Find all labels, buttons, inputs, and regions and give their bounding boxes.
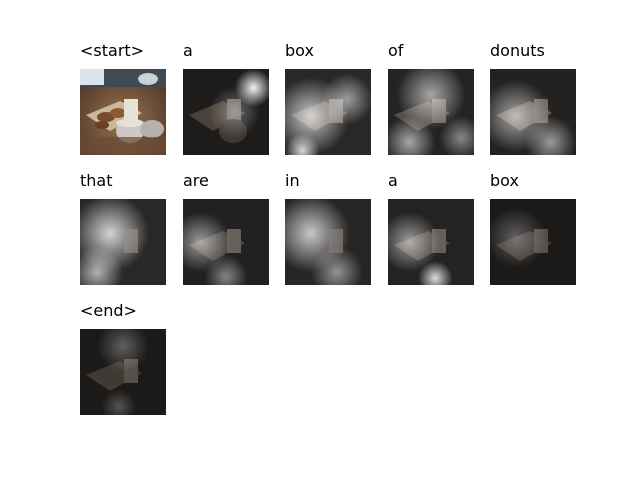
caption-word: box xyxy=(285,41,314,60)
attention-overlay xyxy=(388,199,474,285)
caption-step-8: in xyxy=(285,171,371,291)
attention-overlay xyxy=(80,199,166,285)
caption-word: <end> xyxy=(80,301,137,320)
caption-word: are xyxy=(183,171,209,190)
attention-map xyxy=(285,69,371,155)
caption-step-10: box xyxy=(490,171,576,291)
caption-step-9: a xyxy=(388,171,474,291)
caption-word: in xyxy=(285,171,300,190)
attention-map xyxy=(285,199,371,285)
caption-step-11: <end> xyxy=(80,301,166,421)
attention-overlay xyxy=(490,199,576,285)
photo-thumbnail xyxy=(80,69,166,155)
attention-overlay xyxy=(183,199,269,285)
attention-map xyxy=(388,199,474,285)
attention-overlay xyxy=(285,199,371,285)
caption-word: box xyxy=(490,171,519,190)
attention-overlay xyxy=(285,69,371,155)
caption-step-4: of xyxy=(388,41,474,161)
caption-word: donuts xyxy=(490,41,545,60)
caption-step-7: are xyxy=(183,171,269,291)
attention-overlay xyxy=(80,329,166,415)
attention-map xyxy=(388,69,474,155)
caption-word: a xyxy=(388,171,398,190)
caption-word: a xyxy=(183,41,193,60)
attention-map xyxy=(80,199,166,285)
caption-step-3: box xyxy=(285,41,371,161)
caption-step-6: that xyxy=(80,171,166,291)
attention-map xyxy=(490,199,576,285)
caption-word: of xyxy=(388,41,404,60)
caption-word: <start> xyxy=(80,41,145,60)
caption-step-5: donuts xyxy=(490,41,576,161)
caption-step-1: <start> xyxy=(80,41,166,161)
attention-map xyxy=(183,199,269,285)
attention-overlay xyxy=(388,69,474,155)
attention-map xyxy=(490,69,576,155)
attention-map xyxy=(80,329,166,415)
caption-step-2: a xyxy=(183,41,269,161)
attention-map xyxy=(183,69,269,155)
caption-word: that xyxy=(80,171,113,190)
attention-overlay xyxy=(490,69,576,155)
source-photo xyxy=(80,69,166,155)
attention-overlay xyxy=(183,69,269,155)
